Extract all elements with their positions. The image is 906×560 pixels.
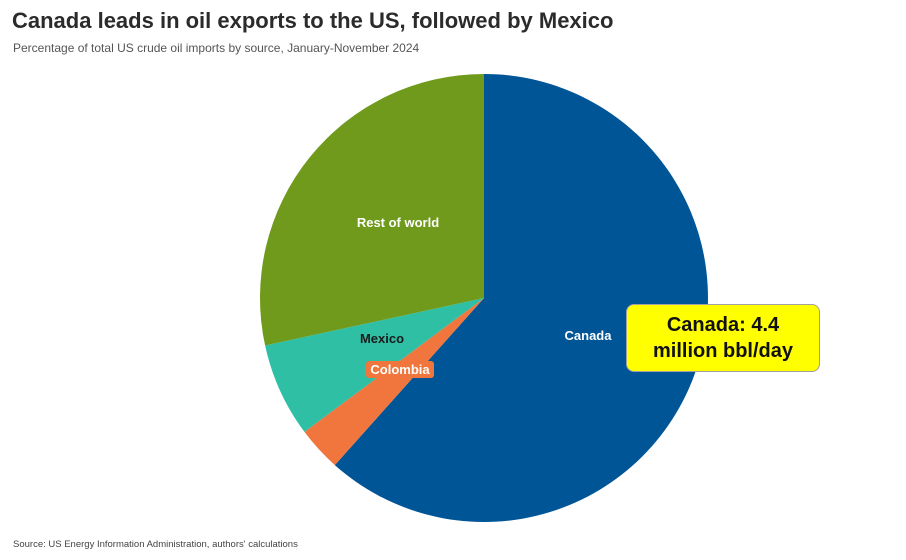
label-bg-colombia	[366, 361, 434, 378]
label-colombia: Colombia	[370, 362, 430, 377]
callout-line-1: Canada: 4.4	[666, 314, 780, 336]
pie-labels: Canada Colombia Mexico Rest of world	[357, 215, 612, 378]
canada-callout: Canada: 4.4 million bbl/day	[626, 304, 820, 372]
slice-canada	[334, 74, 709, 522]
slice-rest-of-world	[260, 74, 484, 346]
label-mexico: Mexico	[360, 331, 404, 346]
callout-line-2: million bbl/day	[652, 340, 793, 362]
slice-colombia	[304, 298, 484, 466]
source-note: Source: US Energy Information Administra…	[13, 539, 298, 550]
pie-slices	[260, 74, 709, 522]
label-canada: Canada	[565, 328, 613, 343]
label-rest-of-world: Rest of world	[357, 215, 439, 230]
chart-title: Canada leads in oil exports to the US, f…	[12, 8, 614, 33]
chart-subtitle: Percentage of total US crude oil imports…	[13, 41, 420, 55]
